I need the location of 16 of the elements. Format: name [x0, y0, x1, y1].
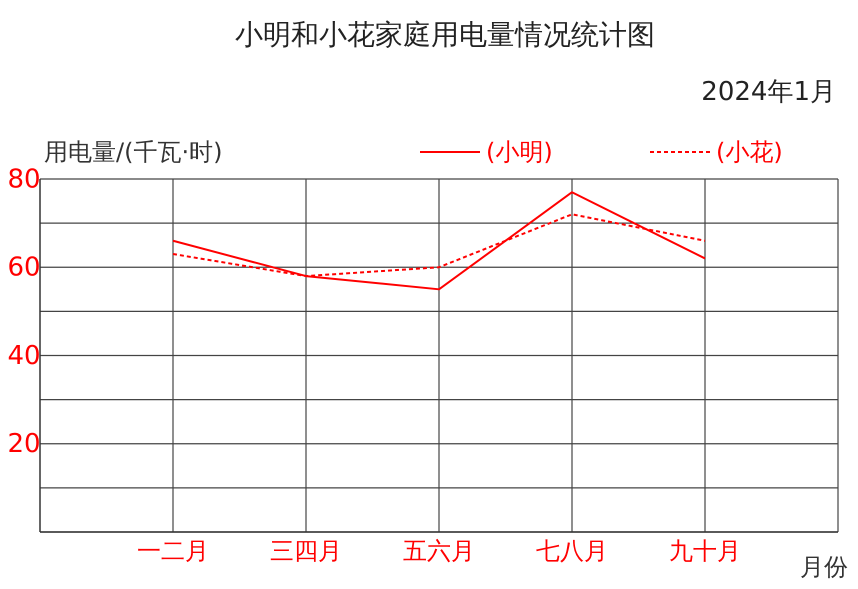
x-axis-title: 月份 — [800, 553, 848, 581]
line-series — [172, 191, 706, 290]
x-tick-label: 一二月 — [137, 537, 209, 566]
chart-subtitle: 2024年1月 — [701, 77, 836, 107]
y-tick-label: 60 — [7, 252, 41, 283]
y-tick-label: 40 — [7, 340, 41, 371]
legend-label: (小花) — [716, 138, 783, 166]
y-axis-title: 用电量/(千瓦·时) — [44, 138, 222, 166]
y-tick-label: 20 — [7, 429, 41, 460]
y-tick-label: 80 — [7, 164, 41, 194]
legend-label: (小明) — [486, 138, 553, 166]
x-tick-label: 七八月 — [536, 537, 608, 566]
chart-title: 小明和小花家庭用电量情况统计图 — [235, 18, 655, 51]
x-tick-label: 三四月 — [270, 537, 342, 566]
x-tick-label: 五六月 — [403, 537, 475, 566]
x-tick-label: 九十月 — [669, 537, 741, 566]
